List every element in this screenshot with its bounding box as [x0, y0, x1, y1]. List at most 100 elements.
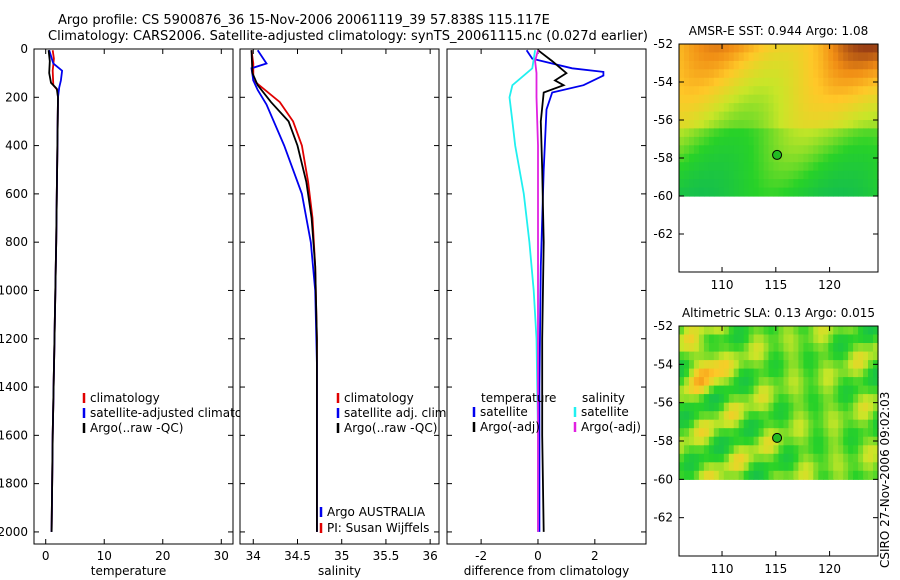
heatmap-cell [708, 86, 715, 96]
heatmap-cell [768, 411, 775, 421]
heatmap-cell [753, 52, 760, 62]
heatmap-cell [753, 385, 760, 395]
heatmap-cell [868, 162, 874, 172]
heatmap-cell [733, 394, 740, 404]
heatmap-cell [689, 436, 695, 446]
heatmap-cell [853, 419, 859, 429]
heatmap-cell [818, 360, 824, 370]
heatmap-cell [753, 360, 760, 370]
heatmap-cell [868, 394, 874, 404]
heatmap-cell [773, 343, 780, 353]
heatmap-cell [728, 419, 735, 429]
heatmap-cell [828, 343, 834, 353]
heatmap-cell [873, 411, 879, 421]
heatmap-cell [783, 394, 790, 404]
heatmap-cell [748, 128, 755, 138]
heatmap-cell [689, 377, 695, 387]
heatmap-cell [803, 428, 809, 438]
heatmap-cell [848, 179, 854, 189]
heatmap-cell [793, 69, 799, 79]
heatmap-cell [783, 69, 790, 79]
heatmap-cell [684, 69, 690, 79]
legend-title: temperature [481, 391, 556, 405]
heatmap-cell [748, 170, 755, 180]
heatmap-cell [768, 453, 775, 463]
heatmap-cell [863, 453, 869, 463]
heatmap-cell [708, 187, 715, 197]
heatmap-cell [679, 60, 685, 70]
heatmap-cell [763, 360, 770, 370]
heatmap-cell [783, 351, 790, 361]
heatmap-cell [723, 462, 730, 472]
heatmap-cell [679, 326, 685, 336]
heatmap-cell [698, 411, 705, 421]
heatmap-cell [713, 179, 720, 189]
heatmap-cell [813, 360, 819, 370]
heatmap-cell [718, 419, 725, 429]
heatmap-cell [788, 77, 795, 87]
heatmap-cell [803, 86, 809, 96]
heatmap-cell [873, 128, 879, 138]
heatmap-cell [778, 368, 785, 378]
heatmap-cell [813, 69, 819, 79]
heatmap-cell [708, 453, 715, 463]
heatmap-cell [768, 343, 775, 353]
heatmap-cell [793, 145, 799, 155]
heatmap-cell [778, 52, 785, 62]
heatmap-cell [808, 394, 814, 404]
heatmap-cell [768, 394, 775, 404]
heatmap-cell [778, 111, 785, 121]
heatmap-cell [679, 394, 685, 404]
heatmap-cell [758, 128, 765, 138]
heatmap-cell [763, 145, 770, 155]
heatmap-cell [793, 343, 799, 353]
heatmap-cell [728, 445, 735, 455]
note-label: PI: Susan Wijffels [327, 521, 429, 535]
heatmap-cell [828, 128, 834, 138]
heatmap-cell [818, 394, 824, 404]
heatmap-cell [803, 103, 809, 113]
heatmap-cell [703, 136, 710, 146]
heatmap-cell [843, 86, 849, 96]
heatmap-cell [873, 419, 879, 429]
heatmap-cell [858, 120, 864, 129]
heatmap-cell [863, 436, 869, 446]
heatmap-cell [823, 351, 829, 361]
heatmap-cell [703, 153, 710, 163]
heatmap-cell [868, 86, 874, 96]
heatmap-cell [838, 436, 844, 446]
heatmap-cell [823, 179, 829, 189]
heatmap-cell [833, 145, 839, 155]
heatmap-cell [723, 402, 730, 412]
heatmap-cell [684, 103, 690, 113]
heatmap-cell [838, 402, 844, 412]
heatmap-cell [843, 145, 849, 155]
legend-label: satellite adj. clim. [344, 406, 450, 420]
heatmap-cell [708, 368, 715, 378]
heatmap-cell [728, 145, 735, 155]
heatmap-cell [698, 77, 705, 87]
heatmap-cell [743, 103, 750, 113]
heatmap-cell [793, 462, 799, 472]
heatmap-cell [848, 470, 854, 480]
heatmap-cell [833, 453, 839, 463]
heatmap-cell [718, 445, 725, 455]
heatmap-cell [753, 462, 760, 472]
series-line-black [537, 49, 568, 532]
heatmap-cell [858, 94, 864, 104]
heatmap-cell [823, 394, 829, 404]
heatmap-cell [743, 69, 750, 79]
heatmap-cell [748, 136, 755, 146]
heatmap-cell [679, 368, 685, 378]
heatmap-cell [838, 411, 844, 421]
heatmap-cell [778, 162, 785, 172]
heatmap-cell [783, 94, 790, 104]
heatmap-cell [873, 136, 879, 146]
heatmap-cell [703, 402, 710, 412]
heatmap-cell [679, 445, 685, 455]
heatmap-cell [698, 111, 705, 121]
heatmap-cell [873, 351, 879, 361]
heatmap-cell [713, 120, 720, 129]
heatmap-cell [863, 343, 869, 353]
heatmap-cell [773, 470, 780, 480]
